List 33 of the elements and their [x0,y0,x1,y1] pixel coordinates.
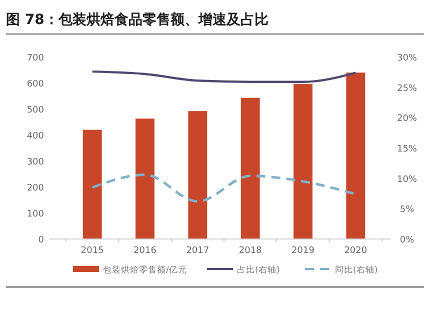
x-tick-label: 2018 [238,246,262,256]
y-tick-label: 500 [26,106,44,116]
y-tick-label: 0 [38,236,44,246]
y2-tick-label: 15% [396,144,418,154]
y-tick-label: 600 [26,80,44,90]
x-tick-label: 2016 [134,246,157,256]
y-tick-label: 300 [26,158,44,168]
y-tick-label: 100 [26,210,44,220]
x-tick-label: 2017 [186,246,210,256]
chart-title: 图 78：包装烘焙食品零售额、增速及占比 [6,11,268,28]
bar [136,118,154,239]
y2-tick-label: 10% [396,174,418,185]
legend-label: 包装烘焙零售额/亿元 [103,264,187,276]
legend-label: 同比(右轴) [335,264,378,276]
y2-tick-label: 0% [400,236,415,246]
y2-tick-label: 20% [396,114,418,124]
x-tick-label: 2019 [292,246,315,256]
x-tick-label: 2020 [344,246,368,256]
bar [82,130,102,239]
bar [188,111,208,239]
y-tick-label: 400 [26,132,44,142]
y2-tick-label: 25% [396,84,418,94]
bar [346,72,366,239]
line-series [91,173,357,203]
legend-label: 占比(右轴) [237,264,280,276]
y2-tick-label: 30% [396,54,418,64]
line-series [91,70,357,83]
y-tick-label: 700 [26,54,44,64]
y2-tick-label: 5% [400,205,415,216]
x-tick-label: 2015 [80,246,104,256]
bar [240,98,260,239]
bar [294,84,312,239]
y-tick-label: 200 [26,184,44,194]
